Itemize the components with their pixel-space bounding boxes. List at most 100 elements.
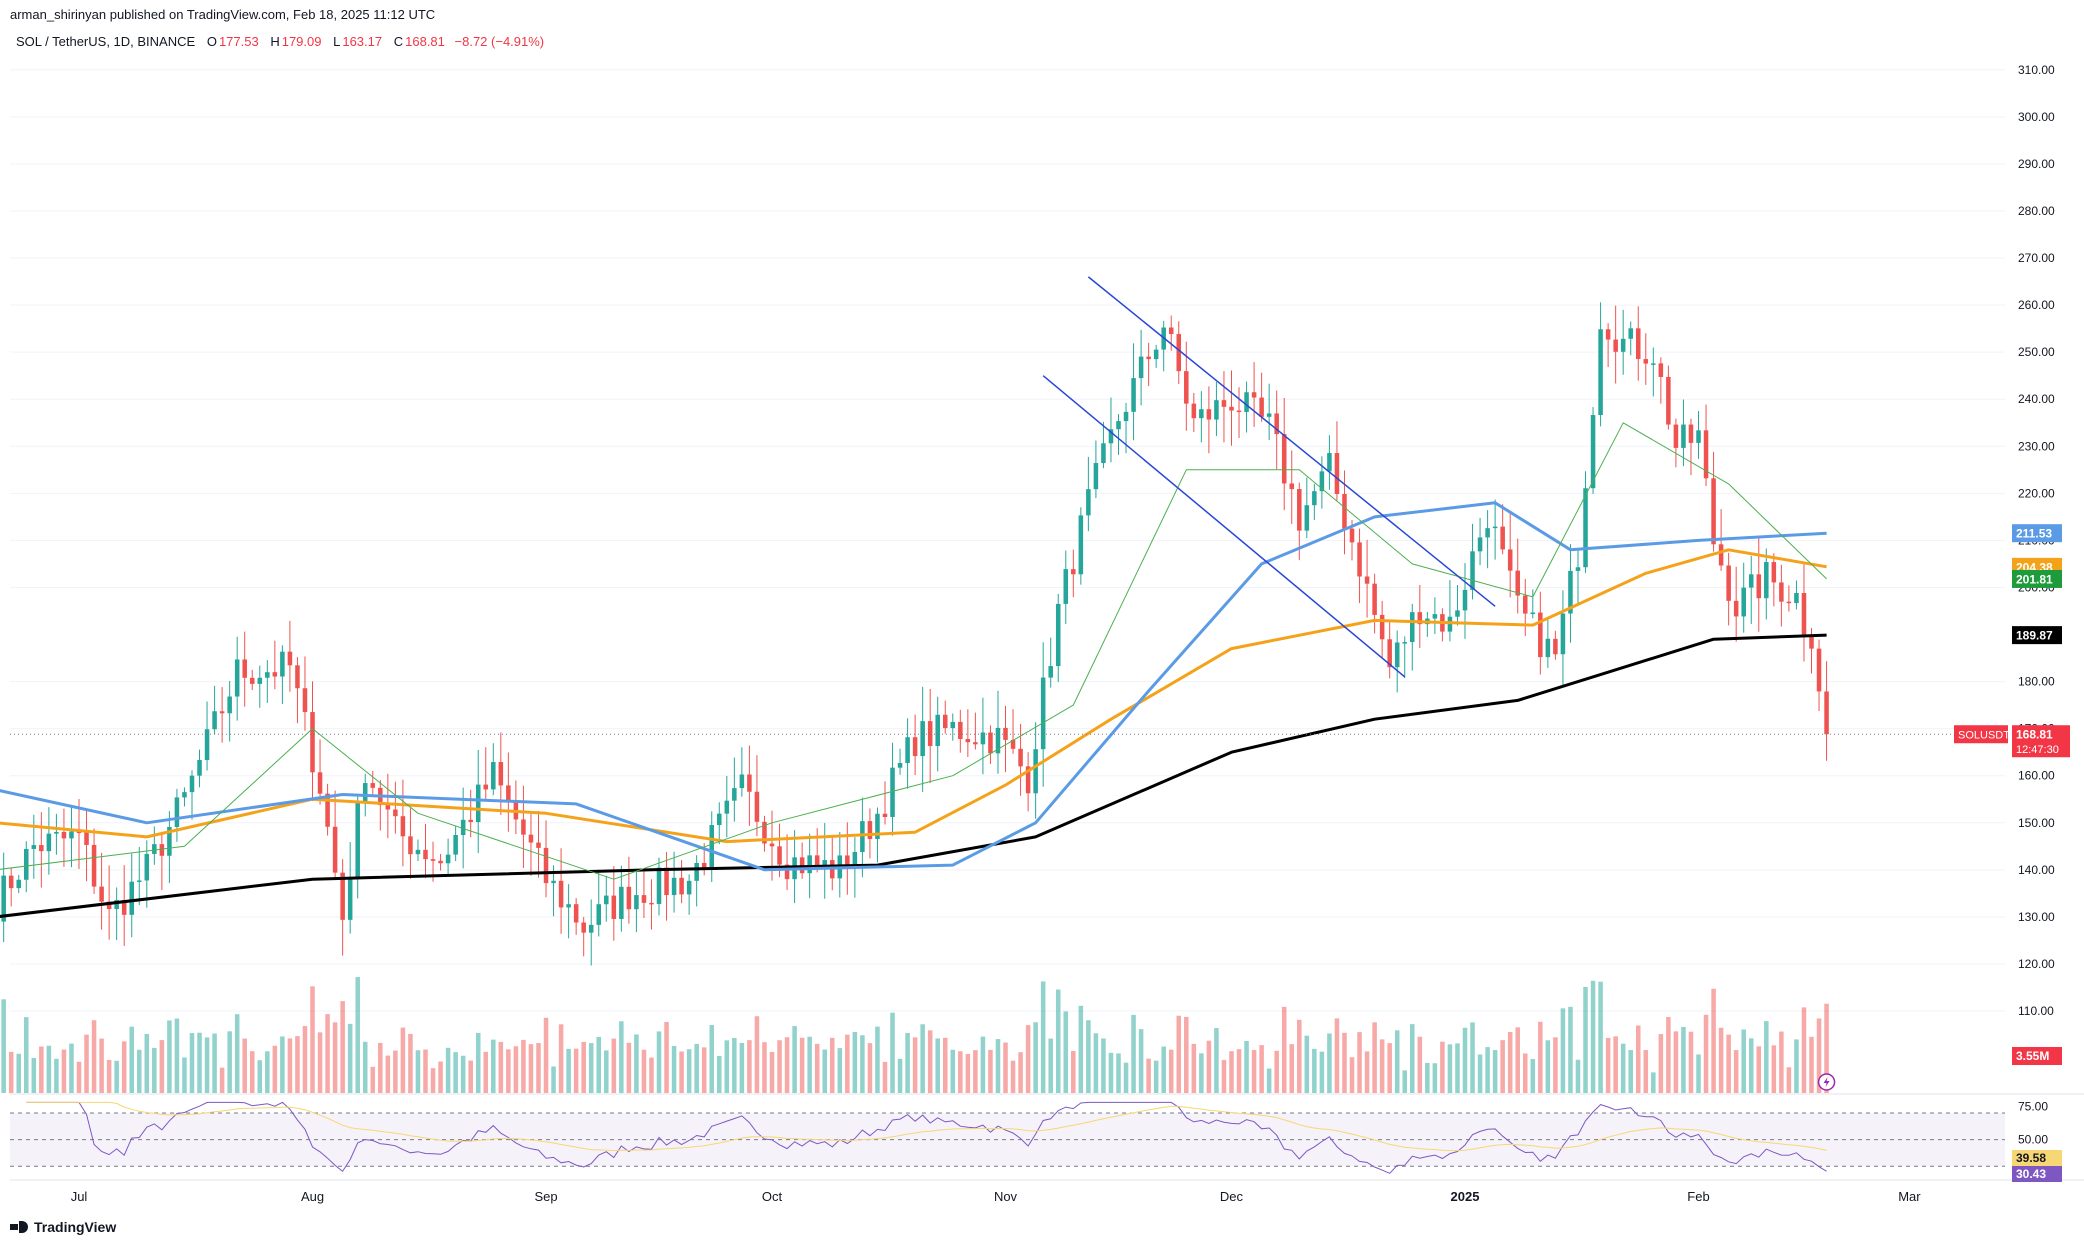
volume-bar (875, 1026, 880, 1093)
volume-bar (400, 1027, 406, 1093)
candle-body (415, 849, 421, 855)
candle-body (491, 762, 496, 790)
candle-body (76, 831, 82, 834)
rsi-ma-tag (2012, 1150, 2062, 1166)
volume-bar (136, 1049, 142, 1093)
candle-body (317, 772, 323, 794)
volume-bar (1266, 1068, 1272, 1093)
volume-bar (1764, 1021, 1769, 1093)
volume-bar (287, 1038, 293, 1093)
volume-bar (566, 1048, 571, 1093)
volume-bar (1161, 1046, 1166, 1093)
volume-bar (1312, 1048, 1317, 1093)
candle-body (588, 924, 594, 933)
candle-body (845, 855, 850, 869)
volume-bar (408, 1033, 413, 1093)
candle-body (498, 762, 504, 786)
volume-bar (1071, 1050, 1076, 1093)
price-axis-label: 240.00 (2018, 392, 2055, 406)
candle-body (822, 860, 827, 867)
volume-bar (822, 1049, 827, 1093)
volume-bar (1364, 1051, 1370, 1093)
candle-body (958, 721, 963, 740)
volume-bar (543, 1017, 549, 1093)
candle-body (1191, 403, 1197, 419)
volume-bar (1176, 1015, 1182, 1093)
candle-body (1741, 587, 1746, 617)
candle-body (769, 843, 775, 847)
candle-body (1274, 413, 1279, 435)
price-axis-label: 280.00 (2018, 204, 2055, 218)
candle-body (1816, 648, 1822, 692)
candle-body (1342, 494, 1347, 529)
candle-body (144, 853, 150, 881)
volume-bar (1658, 1034, 1664, 1093)
volume-bar (701, 1047, 707, 1093)
volume-bar (619, 1021, 624, 1093)
candle-body (882, 813, 888, 818)
time-axis-label: Oct (762, 1189, 783, 1204)
candle-body (717, 813, 722, 826)
volume-bar (1063, 1011, 1069, 1093)
candle-body (1500, 526, 1505, 550)
volume-bar (1681, 1026, 1686, 1093)
candle-body (1259, 397, 1264, 417)
volume-bar (1078, 1005, 1084, 1093)
candle-body (385, 805, 391, 810)
volume-bar (1485, 1047, 1490, 1093)
volume-bar (332, 1022, 338, 1093)
candle-body (69, 831, 74, 839)
candle-body (84, 831, 89, 845)
candle-body (91, 844, 97, 887)
candle-body (1809, 635, 1814, 649)
price-axis-label: 120.00 (2018, 957, 2055, 971)
rsi-tag-label: 30.43 (2016, 1167, 2046, 1181)
candle-body (1327, 453, 1332, 472)
candle-body (249, 677, 255, 684)
volume-bar (1635, 1025, 1641, 1093)
volume-bar (1379, 1039, 1385, 1093)
volume-bar (242, 1038, 247, 1093)
candle-body (927, 721, 933, 747)
candle-body (1033, 749, 1038, 794)
candle-body (197, 760, 202, 776)
volume-bar (1530, 1059, 1536, 1093)
volume-bar (927, 1030, 933, 1093)
rsi-tag (2012, 1166, 2062, 1182)
volume-bar (227, 1031, 232, 1093)
volume-bar (144, 1033, 150, 1093)
volume-bar (234, 1014, 240, 1093)
candle-body (24, 848, 29, 880)
candle-body (121, 900, 127, 915)
candle-body (641, 895, 647, 903)
candle-body (1319, 471, 1325, 492)
volume-bar (189, 1033, 195, 1093)
tradingview-brand: TradingView (10, 1219, 116, 1235)
volume-bar (1771, 1045, 1777, 1093)
volume-bar (76, 1061, 82, 1093)
price-tag-label: 201.81 (2016, 572, 2053, 586)
candle-body (295, 665, 300, 689)
candle-body (1711, 478, 1716, 545)
volume-bar (1191, 1043, 1197, 1093)
candle-body (912, 737, 918, 757)
volume-bar (581, 1041, 586, 1093)
rsi-line (26, 1101, 1827, 1174)
price-tag (2012, 569, 2062, 588)
candle-body (1485, 528, 1490, 538)
volume-bar (965, 1053, 971, 1093)
volume-bar (980, 1036, 986, 1093)
candle-body (1666, 376, 1671, 425)
volume-bar (370, 1066, 376, 1093)
candle-body (965, 739, 971, 743)
volume-bar (905, 1032, 910, 1093)
volume-bar (1620, 1043, 1626, 1093)
candle-body (942, 714, 948, 729)
candle-body (355, 801, 360, 879)
candle-body (152, 844, 157, 854)
candle-body (1696, 430, 1701, 443)
volume-bar (1651, 1072, 1656, 1093)
candle-body (1078, 515, 1084, 575)
volume-bar (347, 1023, 353, 1093)
